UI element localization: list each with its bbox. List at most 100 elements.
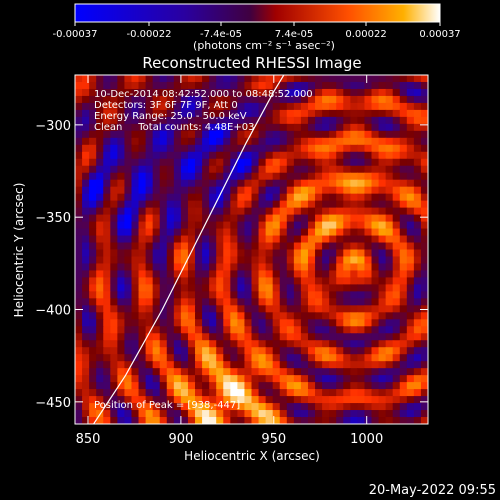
heatmap-pixel xyxy=(385,123,394,132)
heatmap-pixel xyxy=(209,130,217,139)
heatmap-pixel xyxy=(385,137,394,146)
heatmap-pixel xyxy=(322,221,330,230)
heatmap-pixel xyxy=(152,172,161,181)
heatmap-pixel xyxy=(357,291,366,299)
heatmap-pixel xyxy=(322,235,330,244)
heatmap-pixel xyxy=(336,179,344,188)
heatmap-pixel xyxy=(180,277,189,285)
heatmap-pixel xyxy=(223,137,231,146)
solar-limb-curve xyxy=(93,75,285,424)
heatmap-pixel xyxy=(322,305,330,313)
heatmap-pixel xyxy=(195,123,203,132)
heatmap-pixel xyxy=(110,235,118,244)
heatmap-pixel xyxy=(385,389,394,397)
heatmap-pixel xyxy=(152,158,161,167)
heatmap-pixel xyxy=(392,109,401,118)
heatmap-pixel xyxy=(406,123,415,132)
heatmap-pixel xyxy=(378,221,387,230)
heatmap-pixel xyxy=(96,277,104,285)
heatmap-pixel xyxy=(209,354,217,362)
heatmap-pixel xyxy=(138,249,147,258)
heatmap-pixel xyxy=(138,312,147,320)
heatmap-pixel xyxy=(209,95,217,104)
heatmap-pixel xyxy=(82,277,90,285)
heatmap-pixel xyxy=(117,403,126,411)
heatmap-pixel xyxy=(166,354,175,362)
heatmap-pixel xyxy=(89,116,97,125)
heatmap-pixel xyxy=(399,116,408,125)
x-tick-label: 1000 xyxy=(350,432,383,447)
heatmap-pixel xyxy=(251,417,260,424)
heatmap-pixel xyxy=(378,144,387,153)
heatmap-pixel xyxy=(187,242,196,251)
heatmap-pixel xyxy=(117,361,126,369)
heatmap-pixel xyxy=(357,207,366,216)
heatmap-pixel xyxy=(272,389,281,397)
heatmap-pixel xyxy=(159,165,168,174)
heatmap-pixel xyxy=(392,123,401,132)
heatmap-pixel xyxy=(392,340,401,348)
heatmap-pixel xyxy=(307,221,316,230)
heatmap-pixel xyxy=(117,81,126,90)
heatmap-pixel xyxy=(307,130,316,139)
heatmap-pixel xyxy=(209,214,217,223)
heatmap-pixel xyxy=(265,249,274,258)
heatmap-pixel xyxy=(385,333,394,341)
heatmap-pixel xyxy=(124,123,133,132)
heatmap-pixel xyxy=(159,242,168,251)
heatmap-pixel xyxy=(223,333,231,341)
heatmap-pixel xyxy=(413,312,422,320)
heatmap-pixel xyxy=(152,193,161,202)
heatmap-pixel xyxy=(272,158,281,167)
heatmap-pixel xyxy=(329,102,337,111)
heatmap-pixel xyxy=(307,361,316,369)
heatmap-pixel xyxy=(187,340,196,348)
heatmap-pixel xyxy=(223,207,231,216)
heatmap-pixel xyxy=(145,249,154,258)
heatmap-pixel xyxy=(258,263,267,272)
heatmap-pixel xyxy=(420,186,428,195)
heatmap-pixel xyxy=(258,228,267,237)
heatmap-pixel xyxy=(124,361,133,369)
heatmap-pixel xyxy=(152,270,161,279)
heatmap-pixel xyxy=(195,144,203,153)
heatmap-pixel xyxy=(187,123,196,132)
heatmap-pixel xyxy=(244,270,253,279)
heatmap-pixel xyxy=(89,109,97,118)
heatmap-pixel xyxy=(392,347,401,355)
heatmap-pixel xyxy=(329,298,337,306)
heatmap-pixel xyxy=(152,116,161,125)
heatmap-pixel xyxy=(322,116,330,125)
heatmap-pixel xyxy=(96,263,104,272)
heatmap-pixel xyxy=(209,144,217,153)
heatmap-pixel xyxy=(75,382,83,390)
heatmap-pixel xyxy=(336,130,344,139)
heatmap-pixel xyxy=(202,207,210,216)
heatmap-pixel xyxy=(110,75,118,83)
heatmap-pixel xyxy=(159,200,168,209)
heatmap-pixel xyxy=(279,144,288,153)
heatmap-pixel xyxy=(364,144,373,153)
heatmap-pixel xyxy=(237,263,246,272)
heatmap-pixel xyxy=(223,123,231,132)
heatmap-pixel xyxy=(237,158,246,167)
heatmap-pixel xyxy=(89,319,97,327)
heatmap-pixel xyxy=(399,368,408,376)
heatmap-pixel xyxy=(82,88,90,97)
heatmap-pixel xyxy=(343,130,351,139)
heatmap-pixel xyxy=(195,312,203,320)
heatmap-pixel xyxy=(322,200,330,209)
heatmap-pixel xyxy=(329,81,337,90)
heatmap-pixel xyxy=(385,193,394,202)
heatmap-pixel xyxy=(89,193,97,202)
heatmap-pixel xyxy=(392,200,401,209)
heatmap-pixel xyxy=(103,319,111,327)
heatmap-pixel xyxy=(392,417,401,424)
heatmap-pixel xyxy=(237,81,246,90)
heatmap-pixel xyxy=(336,172,344,181)
heatmap-pixel xyxy=(406,109,415,118)
heatmap-pixel xyxy=(202,368,210,376)
heatmap-pixel xyxy=(322,326,330,334)
heatmap-pixel xyxy=(251,298,260,306)
heatmap-pixel xyxy=(258,102,267,111)
